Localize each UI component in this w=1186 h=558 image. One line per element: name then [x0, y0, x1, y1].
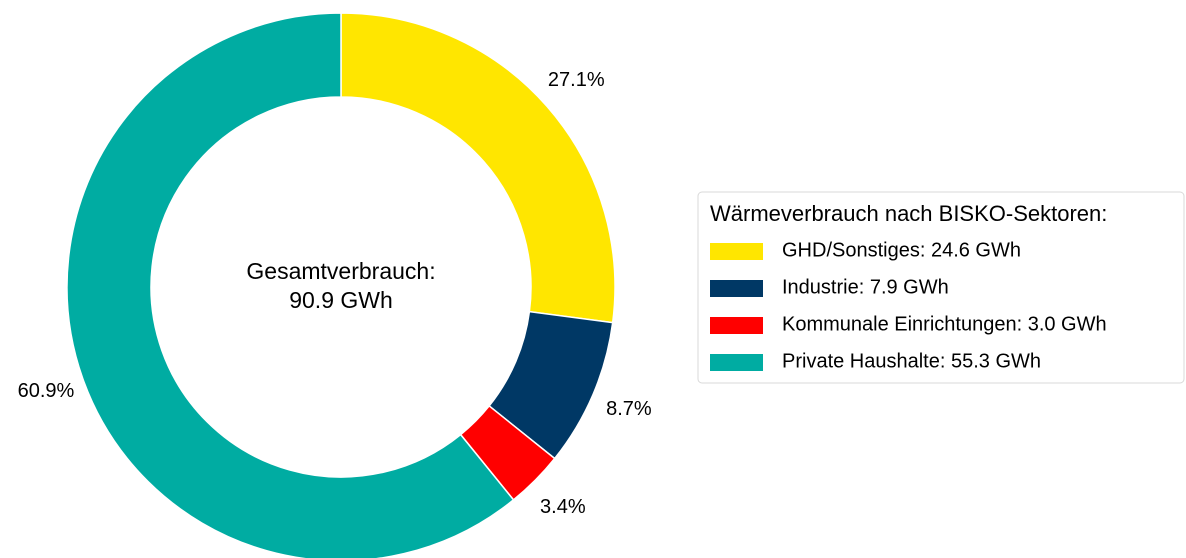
center-label: 90.9 GWh	[289, 287, 393, 313]
legend-swatch	[710, 354, 763, 371]
legend-swatch	[710, 243, 763, 260]
slice	[340, 12, 616, 324]
slice	[66, 12, 515, 558]
legend-box	[697, 191, 1185, 384]
legend-label: GHD/Sonstiges: 24.6 GWh	[782, 239, 1021, 261]
legend-label: Kommunale Einrichtungen: 3.0 GWh	[782, 313, 1107, 335]
legend-label: Industrie: 7.9 GWh	[782, 276, 949, 298]
legend-swatch	[710, 280, 763, 297]
data-label: 3.4%	[540, 496, 586, 518]
data-label: 27.1%	[548, 69, 605, 91]
legend-swatch	[710, 317, 763, 334]
legend-label: Private Haushalte: 55.3 GWh	[782, 350, 1041, 372]
legend-title: Wärmeverbrauch nach BISKO-Sektoren:	[710, 201, 1107, 226]
data-label: 60.9%	[18, 380, 75, 402]
data-label: 8.7%	[606, 398, 652, 420]
center-label: Gesamtverbrauch:	[246, 258, 435, 284]
